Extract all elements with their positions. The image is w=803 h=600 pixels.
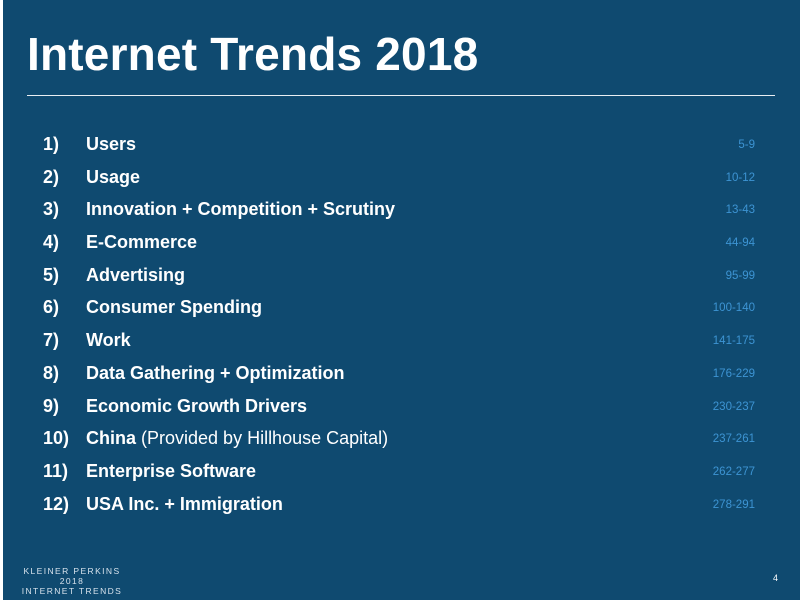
toc-item-pages: 278-291 — [712, 498, 755, 511]
toc-item-title: Consumer Spending — [86, 297, 263, 318]
toc-item-label: E-Commerce — [86, 229, 197, 255]
toc-item-pages: 176-229 — [712, 367, 755, 380]
toc-item-title: USA Inc. + Immigration — [86, 493, 283, 514]
toc-item-usa-inc: 12) USA Inc. + Immigration 278-291 — [3, 488, 800, 521]
toc-item-data-gathering: 8) Data Gathering + Optimization 176-229 — [3, 357, 800, 390]
toc-item-consumer-spending: 6) Consumer Spending 100-140 — [3, 291, 800, 324]
title-divider — [27, 95, 775, 96]
toc-item-pages: 141-175 — [712, 335, 755, 348]
brand-line-company: KLEINER PERKINS — [23, 566, 121, 576]
toc-item-number: 1) — [43, 134, 60, 154]
toc-item-note: (Provided by Hillhouse Capital) — [136, 428, 389, 449]
toc-item-economic-growth: 9) Economic Growth Drivers 230-237 — [3, 390, 800, 423]
toc-item-pages: 230-237 — [712, 400, 755, 413]
toc-item-usage: 2) Usage 10-12 — [3, 161, 800, 194]
toc-item-number: 5) — [43, 264, 60, 285]
toc-item-title: China — [86, 428, 137, 449]
toc-item-pages: 262-277 — [712, 465, 755, 478]
toc-item-title: Users — [86, 134, 137, 154]
toc-item-number: 2) — [43, 166, 60, 187]
toc-item-e-commerce: 4) E-Commerce 44-94 — [3, 226, 800, 259]
toc-item-number: 8) — [43, 362, 60, 383]
brand-line-year: 2018 — [59, 576, 85, 586]
toc-item-title: Economic Growth Drivers — [86, 395, 308, 416]
toc-item-label: Consumer Spending — [86, 294, 262, 320]
toc-item-advertising: 5) Advertising 95-99 — [3, 259, 800, 292]
toc-item-number: 6) — [43, 297, 60, 318]
toc-item-pages: 100-140 — [712, 302, 755, 315]
toc-item-china: 10) China (Provided by Hillhouse Capital… — [3, 422, 800, 455]
toc-item-label: USA Inc. + Immigration — [86, 491, 283, 517]
toc-item-title: Advertising — [86, 264, 186, 285]
toc-item-enterprise-software: 11) Enterprise Software 262-277 — [3, 455, 800, 488]
toc-item-pages: 95-99 — [725, 269, 755, 282]
toc-item-number: 12) — [43, 493, 70, 514]
toc-item-label: Enterprise Software — [86, 458, 256, 484]
toc-item-number: 7) — [43, 330, 60, 351]
toc-item-label: Usage — [86, 164, 140, 190]
slide: Internet Trends 2018 1) Users 5-9 2) Usa… — [3, 0, 800, 600]
toc-item-title: Usage — [86, 166, 141, 187]
toc-item-label: Users — [86, 131, 136, 157]
toc-item-pages: 10-12 — [725, 171, 755, 184]
toc-item-title: E-Commerce — [86, 232, 198, 253]
toc-item-number: 11) — [43, 460, 69, 481]
toc-item-users: 1) Users 5-9 — [3, 128, 800, 161]
toc-item-label: Data Gathering + Optimization — [86, 360, 345, 386]
toc-item-title: Innovation + Competition + Scrutiny — [86, 199, 396, 220]
footer-brand-logo: KLEINER PERKINS 2018 INTERNET TRENDS — [11, 566, 133, 596]
toc-item-number: 10) — [43, 428, 70, 449]
toc-item-number: 3) — [43, 199, 60, 220]
toc-item-work: 7) Work 141-175 — [3, 324, 800, 357]
toc-item-title: Data Gathering + Optimization — [86, 362, 345, 383]
table-of-contents: 1) Users 5-9 2) Usage 10-12 3) Innovatio… — [3, 128, 800, 520]
toc-item-label: Innovation + Competition + Scrutiny — [86, 196, 395, 222]
toc-item-pages: 237-261 — [712, 433, 755, 446]
toc-item-title: Work — [86, 330, 131, 351]
toc-item-label: Economic Growth Drivers — [86, 393, 307, 419]
toc-item-pages: 44-94 — [725, 237, 755, 250]
slide-title: Internet Trends 2018 — [27, 28, 479, 80]
toc-item-label: China (Provided by Hillhouse Capital) — [86, 425, 388, 451]
toc-item-pages: 13-43 — [725, 204, 755, 217]
toc-item-number: 4) — [43, 232, 60, 253]
toc-item-title: Enterprise Software — [86, 460, 257, 481]
toc-item-label: Advertising — [86, 262, 185, 288]
brand-line-report: INTERNET TRENDS — [21, 586, 123, 596]
toc-item-pages: 5-9 — [738, 139, 755, 151]
page-number: 4 — [772, 573, 778, 583]
toc-item-innovation: 3) Innovation + Competition + Scrutiny 1… — [3, 193, 800, 226]
toc-item-number: 9) — [43, 395, 60, 416]
toc-item-label: Work — [86, 327, 131, 353]
